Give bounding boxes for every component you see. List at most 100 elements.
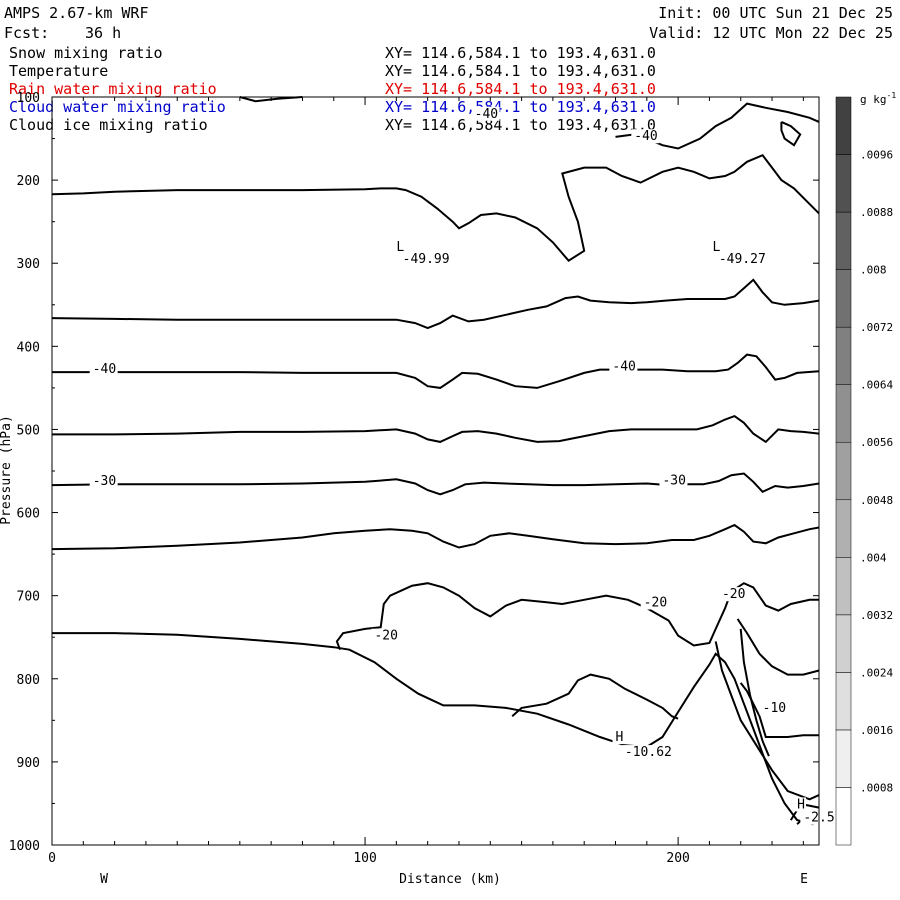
field-name: Cloud ice mixing ratio	[9, 116, 208, 134]
colorbar-tick-label: .008	[860, 264, 887, 277]
y-tick-label: 800	[17, 673, 40, 688]
annotation-background	[800, 810, 837, 825]
temperature-contours	[51, 96, 820, 826]
contour-label: L	[396, 240, 404, 255]
contour-line	[780, 120, 802, 147]
colorbar-tick-label: .0032	[860, 609, 893, 622]
contour-label: -20	[722, 587, 745, 602]
colorbar-tick-label: .0024	[860, 666, 893, 679]
contour-line	[239, 96, 303, 103]
forecast-label: Fcst:	[4, 24, 49, 42]
colorbar-tick-label: .0048	[860, 494, 893, 507]
contour-line	[739, 682, 819, 738]
annotation-background	[89, 361, 118, 376]
colorbar-bin	[835, 787, 852, 846]
field-range: XY= 114.6,584.1 to 193.4,631.0	[385, 62, 656, 80]
x-tick-label: 100	[353, 851, 376, 866]
contour-line	[51, 278, 820, 330]
annotation-background	[715, 252, 768, 267]
contour-line	[52, 353, 820, 389]
plot-frame	[51, 96, 820, 846]
contour-label: -40	[634, 129, 657, 144]
y-tick-label: 400	[17, 340, 40, 355]
y-tick-label: 500	[17, 423, 40, 438]
annotation-background	[471, 106, 500, 121]
contour-label: L	[713, 240, 721, 255]
field-name: Snow mixing ratio	[9, 44, 163, 62]
contour-line	[714, 641, 820, 801]
contour-line	[335, 582, 819, 651]
forecast-value: 36 h	[85, 24, 121, 42]
y-axis-label: Pressure (hPa)	[0, 415, 14, 525]
colorbar-tick-label: .0064	[860, 379, 893, 392]
annotation-background	[621, 745, 674, 760]
annotation-background	[631, 129, 660, 144]
colorbar-bin	[835, 499, 852, 558]
x-axis-west-label: W	[100, 872, 108, 887]
colorbar-tick-label: .0088	[860, 206, 893, 219]
annotation-background	[609, 359, 638, 374]
colorbar: .0008 .0016 .0024 .0032 .004 .0048 .0056 .0064.…	[835, 96, 893, 846]
colorbar-bin	[835, 326, 852, 385]
annotation-background	[393, 239, 406, 254]
x-axis-label: Distance (km)	[399, 872, 501, 887]
colorbar-bin	[835, 96, 852, 155]
annotation-background	[659, 473, 688, 488]
contour-label: -49.27	[719, 252, 766, 267]
colorbar-bin	[835, 211, 852, 270]
init-time: Init: 00 UTC Sun 21 Dec 25	[658, 4, 893, 22]
field-name: Temperature	[9, 62, 108, 80]
plot-area: -40-40L-49.99L-49.27-40 -40-30 -30-20-20-2…	[9, 91, 837, 866]
contour-line	[52, 414, 820, 444]
contour-label: -40	[475, 107, 498, 122]
x-tick-label: 0	[48, 851, 56, 866]
annotation-background	[399, 252, 452, 267]
contour-label: -30	[93, 474, 116, 489]
annotation-background	[371, 628, 400, 643]
colorbar-bin	[835, 384, 852, 443]
colorbar-tick-label: .0008	[860, 781, 893, 794]
contour-line	[739, 628, 770, 757]
y-tick-label: 200	[17, 174, 40, 189]
field-range: XY= 114.6,584.1 to 193.4,631.0	[385, 44, 656, 62]
y-tick-label: 300	[17, 257, 40, 272]
y-tick-label: 900	[17, 756, 40, 771]
colorbar-tick-label: .004	[860, 551, 887, 564]
contour-label: -40	[612, 359, 635, 374]
colorbar-tick-label: .0056	[860, 436, 893, 449]
contour-label: -40	[93, 362, 116, 377]
contour-line	[51, 153, 820, 263]
contour-label: -30	[662, 473, 685, 488]
colorbar-bin	[835, 269, 852, 328]
colorbar-bin	[835, 614, 852, 673]
y-tick-label: 600	[17, 507, 40, 522]
annotation-background	[89, 474, 118, 489]
annotation-background	[612, 730, 625, 745]
contour-label: -10.62	[625, 745, 672, 760]
contour-label: -20	[644, 595, 667, 610]
annotation-background	[759, 701, 788, 716]
contour-label: H	[797, 797, 805, 812]
contour-label: H	[616, 730, 624, 745]
field-legend: Snow mixing ratio XY= 114.6,584.1 to 193.…	[9, 44, 656, 134]
x-tick-label: 200	[666, 851, 689, 866]
contour-label: -20	[374, 629, 397, 644]
contour-line	[511, 673, 679, 720]
colorbar-tick-label: .0072	[860, 321, 893, 334]
colorbar-unit: g kg-1	[860, 91, 896, 106]
y-axis-ticks: 100 200 300 400 500 600 700 800 900 1000	[9, 91, 819, 854]
contour-label: -10	[763, 701, 786, 716]
colorbar-bin	[835, 441, 852, 501]
colorbar-tick-label: .0016	[860, 724, 893, 737]
contour-annotations: -40-40L-49.99L-49.27-40 -40-30 -30-20-20-2…	[89, 106, 837, 826]
contour-line	[52, 632, 820, 826]
colorbar-bin	[835, 154, 852, 213]
x-axis-ticks: 0 100 200	[48, 97, 804, 866]
contour-line	[51, 523, 820, 551]
y-tick-label: 700	[17, 590, 40, 605]
field-name: Rain water mixing ratio	[9, 80, 217, 98]
contour-line	[51, 472, 820, 496]
colorbar-bin	[835, 557, 852, 616]
colorbar-tick-label: .0096	[860, 149, 893, 162]
annotation-background	[709, 239, 722, 254]
